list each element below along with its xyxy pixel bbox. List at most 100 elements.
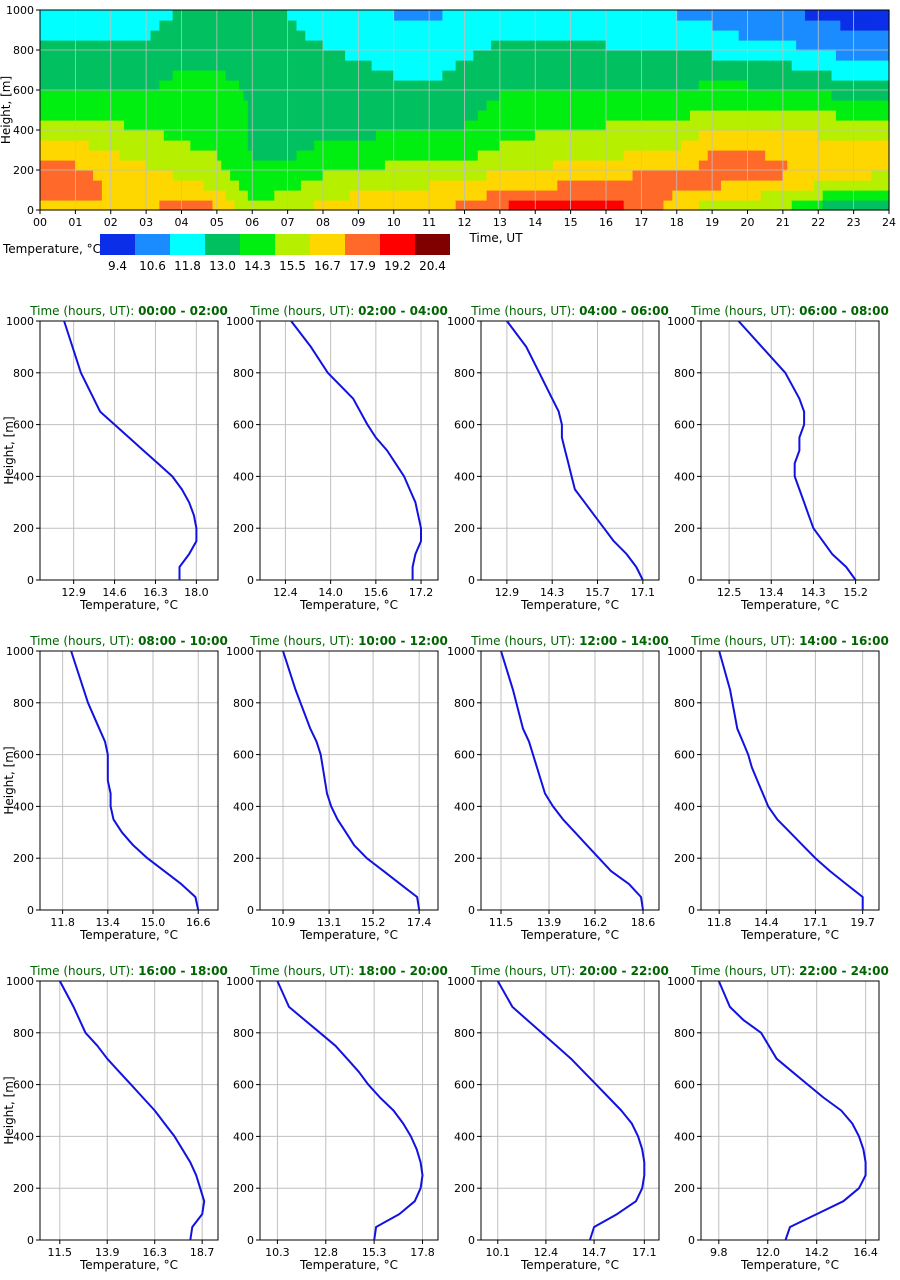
heatmap-cell [243,160,249,171]
heatmap-cell [561,40,567,51]
heatmap-cell [491,160,497,171]
heatmap-cell [716,120,722,131]
heatmap-cell [446,190,452,201]
heatmap-cell [601,180,607,191]
heatmap-cell [185,170,191,181]
panel-xtick-label: 14.0 [318,586,343,599]
panel-xtick-label: 12.5 [717,586,742,599]
heatmap-cell [265,160,271,171]
panel-ytick-label: 600 [13,419,34,432]
heatmap-cell [124,120,130,131]
heatmap-cell [681,80,687,91]
heatmap-cell [601,170,607,181]
heatmap-cell [778,120,784,131]
heatmap-cell [782,70,788,81]
heatmap-cell [840,70,846,81]
heatmap-cell [331,20,337,31]
heatmap-cell [437,180,443,191]
heatmap-cell [84,50,90,61]
heatmap-cell [274,180,280,191]
heatmap-cell [256,110,262,121]
heatmap-cell [530,160,536,171]
panel-ytick-label: 400 [233,800,254,813]
heatmap-cell [407,110,413,121]
heatmap-cell [407,80,413,91]
heatmap-cell [778,60,784,71]
heatmap-cell [238,170,244,181]
heatmap-cell [318,180,324,191]
heatmap-cell [384,110,390,121]
heatmap-cell [809,130,815,141]
heatmap-cell [442,10,448,21]
heatmap-cell [858,30,864,41]
heatmap-cell [632,50,638,61]
heatmap-cell [460,70,466,81]
heatmap-cell [340,70,346,81]
heatmap-cell [663,180,669,191]
temperature-profile-line [58,980,206,1241]
heatmap-cell [756,150,762,161]
heatmap-cell [849,150,855,161]
heatmap-cell [362,40,368,51]
heatmap-cell [880,20,886,31]
heatmap-cell [734,170,740,181]
heatmap-cell [751,150,757,161]
heatmap-cell [566,120,572,131]
heatmap-cell [433,140,439,151]
heatmap-cell [597,10,603,21]
heatmap-cell [367,120,373,131]
heatmap-cell [402,80,408,91]
heatmap-cell [504,170,510,181]
heatmap-cell [774,180,780,191]
panel-xlabel: Temperature, °C [740,928,839,942]
heatmap-cell [535,10,541,21]
heatmap-cell [791,160,797,171]
heatmap-cell [216,110,222,121]
heatmap-cell [376,120,382,131]
heatmap-cell [566,160,572,171]
heatmap-cell [676,40,682,51]
heatmap-cell [464,80,470,91]
heatmap-cell [871,60,877,71]
heatmap-cell [75,140,81,151]
heatmap-cell [650,110,656,121]
heatmap-cell [66,100,72,111]
heatmap-cell [676,190,682,201]
heatmap-xtick-label: 10 [387,216,401,229]
heatmap-cell [796,20,802,31]
heatmap-cell [442,50,448,61]
heatmap-cell [804,100,810,111]
heatmap-cell [323,100,329,111]
heatmap-cell [482,190,488,201]
heatmap-cell [407,170,413,181]
heatmap-cell [70,20,76,31]
heatmap-cell [610,180,616,191]
heatmap-cell [623,10,629,21]
panel-ytick-label: 1000 [6,645,34,658]
heatmap-cell [800,80,806,91]
heatmap-cell [57,180,63,191]
heatmap-cell [212,40,218,51]
heatmap-cell [636,40,642,51]
heatmap-cell [566,110,572,121]
heatmap-cell [327,50,333,61]
heatmap-cell [575,20,581,31]
heatmap-cell [402,70,408,81]
heatmap-cell [230,20,236,31]
heatmap-cell [141,190,147,201]
heatmap-cell [230,160,236,171]
heatmap-cell [468,170,474,181]
panel-xlabel: Temperature, °C [79,598,178,612]
heatmap-cell [265,130,271,141]
panel-ytick-label: 800 [674,1027,695,1040]
heatmap-cell [557,150,563,161]
heatmap-cell [84,10,90,21]
heatmap-cell [292,190,298,201]
heatmap-cell [636,180,642,191]
heatmap-cell [437,140,443,151]
profile-panel: Time (hours, UT): 14:00 - 16:00020040060… [667,634,889,942]
heatmap-cell [729,70,735,81]
heatmap-cell [79,140,85,151]
heatmap-cell [265,150,271,161]
heatmap-cell [530,40,536,51]
